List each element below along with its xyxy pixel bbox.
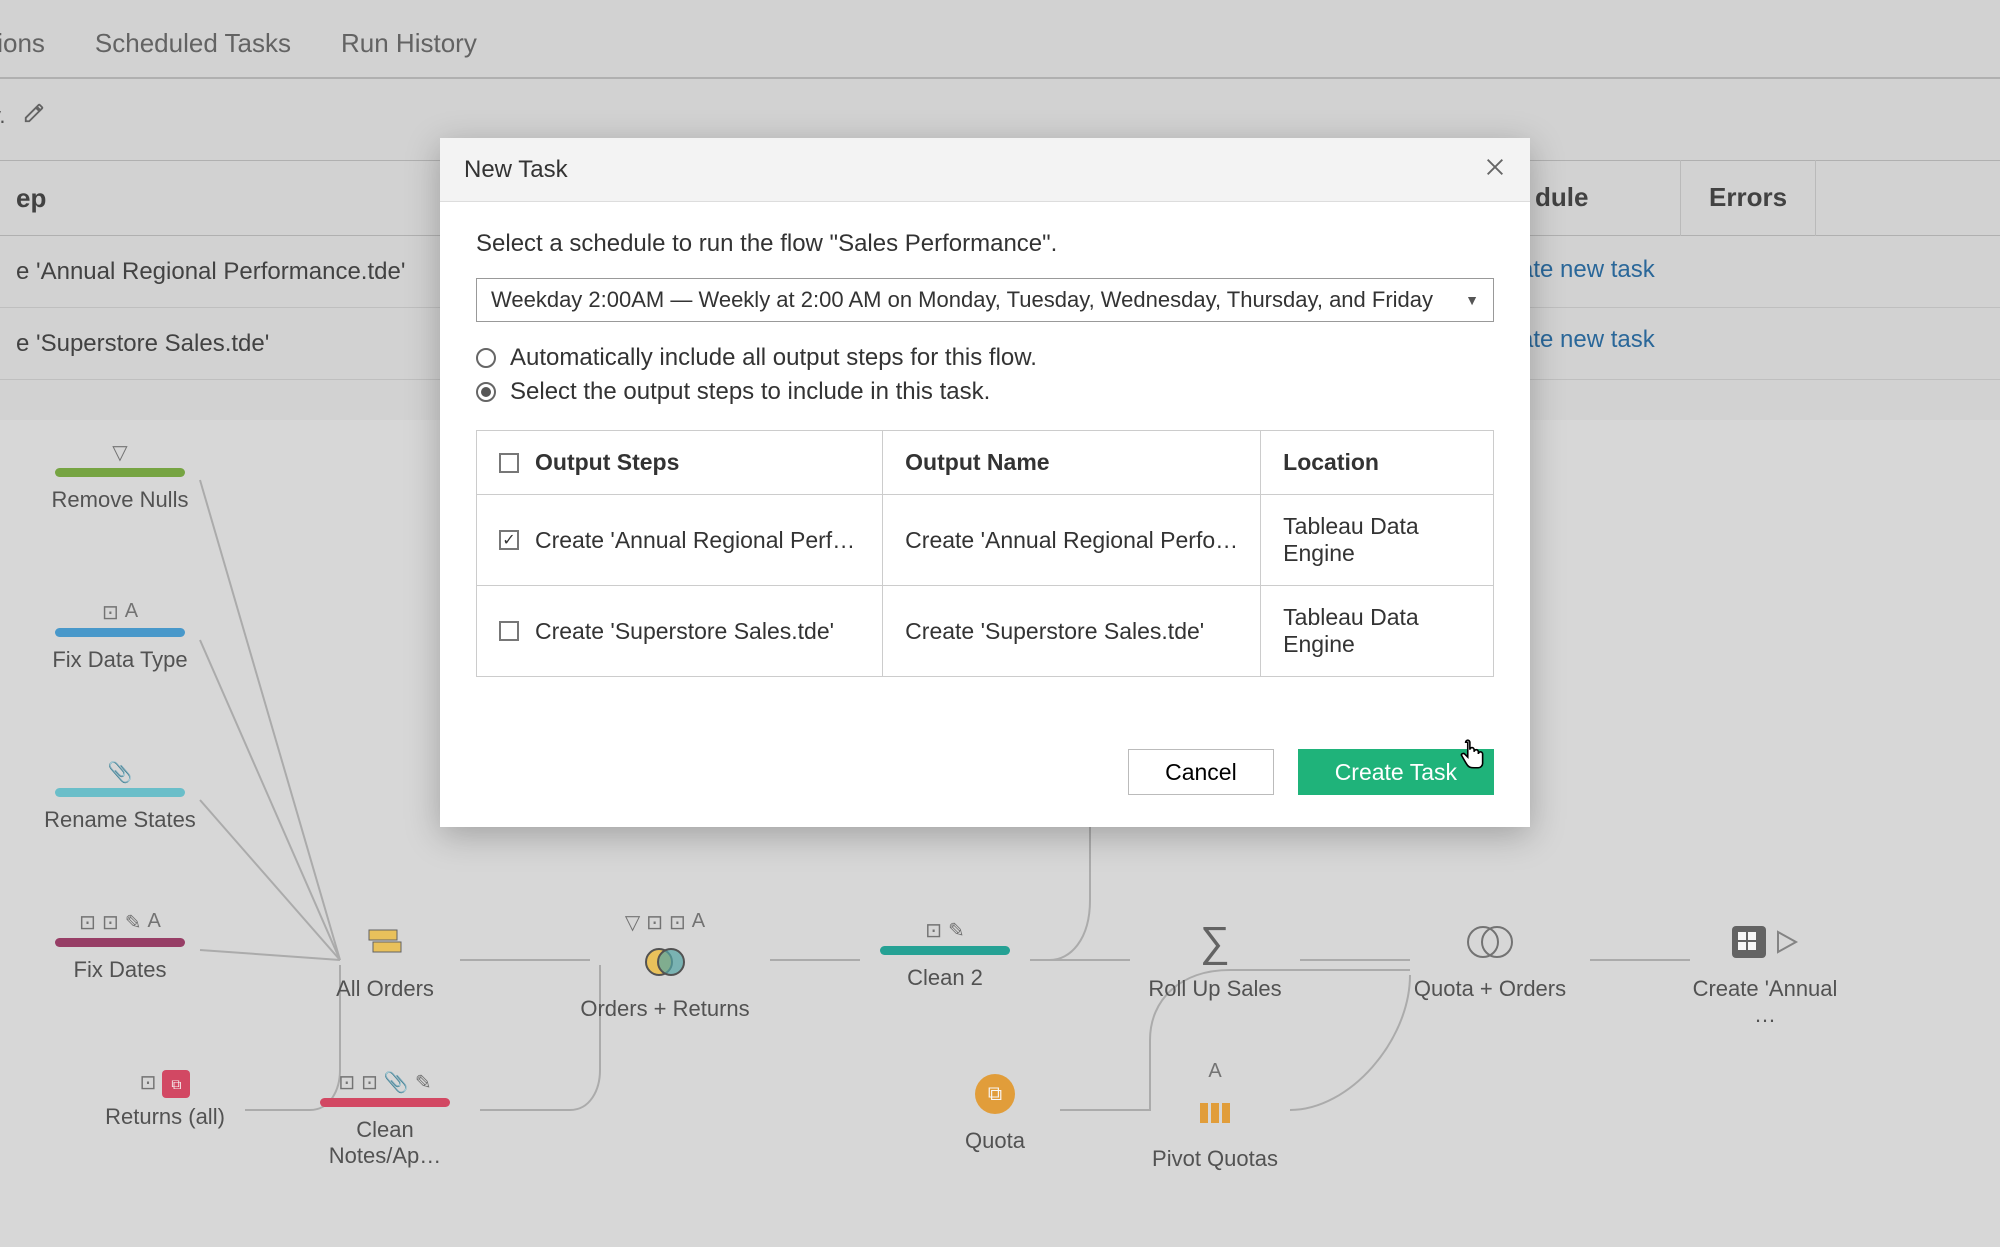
row-checkbox[interactable] xyxy=(499,530,519,550)
col-location: Location xyxy=(1261,431,1494,495)
row-location: Tableau Data Engine xyxy=(1261,586,1494,677)
tab-scheduled-tasks[interactable]: Scheduled Tasks xyxy=(95,28,291,59)
node-pivot-quotas[interactable]: A Pivot Quotas xyxy=(1130,1060,1300,1172)
select-all-checkbox[interactable] xyxy=(499,453,519,473)
row-step: Create 'Annual Regional Perf… xyxy=(535,527,855,554)
node-orders-returns[interactable]: ▽⊡⊡A Orders + Returns xyxy=(580,910,750,1022)
radio-select-label: Select the output steps to include in th… xyxy=(510,378,990,406)
edit-icon[interactable] xyxy=(23,102,45,130)
tabs-bar: tions Scheduled Tasks Run History xyxy=(0,0,2000,79)
cursor-icon xyxy=(1455,738,1489,777)
type-icon: A xyxy=(125,600,138,624)
join-icon xyxy=(1405,918,1575,966)
node-rename-states[interactable]: 📎 Rename States xyxy=(35,760,205,833)
row-location: Tableau Data Engine xyxy=(1261,495,1494,586)
schedule-selected-value: Weekday 2:00AM — Weekly at 2:00 AM on Mo… xyxy=(491,287,1433,313)
node-returns-all[interactable]: ⊡ ⧉ Returns (all) xyxy=(80,1070,250,1130)
edit-icon: ✎ xyxy=(415,1070,432,1094)
bg-row-1-text: e 'Annual Regional Performance.tde' xyxy=(16,258,405,286)
edit-icon: ✎ xyxy=(125,910,142,934)
tab-run-history[interactable]: Run History xyxy=(341,28,477,59)
radio-auto-include[interactable]: Automatically include all output steps f… xyxy=(476,344,1494,372)
type-icon: A xyxy=(1208,1060,1221,1084)
pivot-icon xyxy=(1130,1088,1300,1136)
table-row: Create 'Annual Regional Perf… Create 'An… xyxy=(477,495,1494,586)
col-schedule: dule xyxy=(1535,182,1588,213)
chevron-down-icon: ▼ xyxy=(1465,292,1479,308)
cancel-button[interactable]: Cancel xyxy=(1128,749,1274,795)
node-quota[interactable]: ⧉ Quota xyxy=(910,1070,1080,1154)
node-quota-orders[interactable]: Quota + Orders xyxy=(1405,918,1575,1002)
dialog-footer: Cancel Create Task xyxy=(440,689,1530,827)
step-icon: ⊡ xyxy=(102,910,119,934)
step-icon: ⊡ xyxy=(361,1070,378,1094)
create-task-link-1[interactable]: ate new task xyxy=(1520,256,1655,284)
row-name: Create 'Superstore Sales.tde' xyxy=(883,586,1261,677)
node-clean2[interactable]: ⊡✎ Clean 2 xyxy=(860,918,1030,991)
node-clean-notes[interactable]: ⊡⊡📎✎ Clean Notes/Ap… xyxy=(300,1070,470,1169)
dialog-prompt: Select a schedule to run the flow "Sales… xyxy=(476,230,1494,258)
node-all-orders[interactable]: All Orders xyxy=(300,918,470,1002)
bg-row-2-text: e 'Superstore Sales.tde' xyxy=(16,330,269,358)
data-icon: ⧉ xyxy=(910,1070,1080,1118)
type-icon: A xyxy=(147,910,160,934)
edit-label: v. xyxy=(0,103,5,129)
edit-row: v. xyxy=(0,102,45,130)
clip-icon: 📎 xyxy=(384,1070,409,1094)
copy-icon: ⧉ xyxy=(162,1070,190,1098)
step-icon: ⊡ xyxy=(646,910,663,934)
node-roll-up[interactable]: ∑ Roll Up Sales xyxy=(1130,918,1300,1002)
union-icon xyxy=(300,918,470,966)
radio-icon xyxy=(476,382,496,402)
close-icon[interactable] xyxy=(1484,154,1506,185)
dialog-title: New Task xyxy=(464,156,568,184)
filter-icon: ▽ xyxy=(625,910,640,934)
create-task-link-2[interactable]: ate new task xyxy=(1520,326,1655,354)
step-icon: ⊡ xyxy=(140,1070,157,1094)
step-icon: ⊡ xyxy=(338,1070,355,1094)
col-output-name: Output Name xyxy=(883,431,1261,495)
edit-icon: ✎ xyxy=(948,918,965,942)
clip-icon: 📎 xyxy=(108,760,133,784)
type-icon: A xyxy=(692,910,705,934)
rename-icon: ⊡ xyxy=(102,600,119,624)
col-output-steps: Output Steps xyxy=(477,431,883,495)
new-task-dialog: New Task Select a schedule to run the fl… xyxy=(440,138,1530,827)
node-fix-dates[interactable]: ⊡⊡✎A Fix Dates xyxy=(35,910,205,983)
node-remove-nulls[interactable]: ▽ Remove Nulls xyxy=(35,440,205,513)
radio-auto-label: Automatically include all output steps f… xyxy=(510,344,1037,372)
col-step: ep xyxy=(0,161,460,235)
filter-icon: ▽ xyxy=(112,440,127,464)
table-row: Create 'Superstore Sales.tde' Create 'Su… xyxy=(477,586,1494,677)
row-name: Create 'Annual Regional Perfo… xyxy=(883,495,1261,586)
step-icon: ⊡ xyxy=(79,910,96,934)
tab-overflow[interactable]: tions xyxy=(0,28,45,59)
row-checkbox[interactable] xyxy=(499,621,519,641)
step-icon: ⊡ xyxy=(925,918,942,942)
dialog-header: New Task xyxy=(440,138,1530,202)
node-fix-data-type[interactable]: ⊡A Fix Data Type xyxy=(35,600,205,673)
join-icon xyxy=(580,938,750,986)
output-steps-table: Output Steps Output Name Location Create… xyxy=(476,430,1494,677)
radio-select-steps[interactable]: Select the output steps to include in th… xyxy=(476,378,1494,406)
col-errors: Errors xyxy=(1680,160,1816,236)
aggregate-icon: ∑ xyxy=(1130,918,1300,966)
radio-icon xyxy=(476,348,496,368)
node-create-annual[interactable]: Create 'Annual … xyxy=(1680,918,1850,1028)
row-step: Create 'Superstore Sales.tde' xyxy=(535,618,834,645)
schedule-dropdown[interactable]: Weekday 2:00AM — Weekly at 2:00 AM on Mo… xyxy=(476,278,1494,322)
output-icon xyxy=(1680,918,1850,966)
step-icon: ⊡ xyxy=(669,910,686,934)
